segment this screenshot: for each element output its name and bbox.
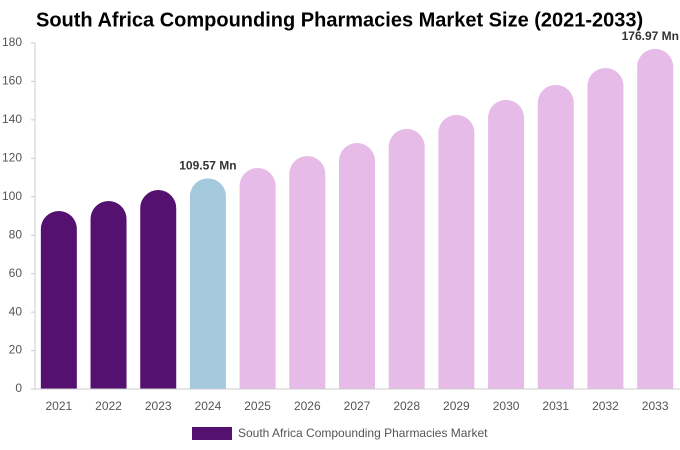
x-tick-label: 2028 bbox=[393, 399, 420, 413]
x-tick-label: 2021 bbox=[45, 399, 72, 413]
bar bbox=[438, 114, 475, 389]
bar bbox=[289, 156, 326, 389]
legend-label: South Africa Compounding Pharmacies Mark… bbox=[238, 426, 488, 440]
legend-swatch bbox=[192, 427, 232, 440]
y-tick-label: 40 bbox=[9, 304, 23, 318]
value-label: 109.57 Mn bbox=[179, 159, 236, 173]
y-tick-label: 100 bbox=[2, 189, 22, 203]
x-tick-label: 2029 bbox=[443, 399, 470, 413]
bar bbox=[388, 128, 425, 389]
y-tick-label: 80 bbox=[9, 227, 23, 241]
bar bbox=[189, 178, 226, 389]
y-tick-label: 120 bbox=[2, 151, 22, 165]
x-tick-label: 2026 bbox=[294, 399, 321, 413]
y-tick-label: 60 bbox=[9, 266, 23, 280]
y-tick-label: 180 bbox=[2, 35, 22, 49]
bar bbox=[488, 99, 525, 389]
x-tick-label: 2023 bbox=[145, 399, 172, 413]
x-tick-label: 2030 bbox=[493, 399, 520, 413]
y-tick-label: 0 bbox=[15, 381, 22, 395]
bar bbox=[90, 201, 127, 389]
x-tick-label: 2025 bbox=[244, 399, 271, 413]
bar bbox=[40, 211, 77, 389]
bar bbox=[587, 67, 624, 389]
x-tick-label: 2022 bbox=[95, 399, 122, 413]
bar bbox=[239, 167, 276, 389]
x-tick-label: 2033 bbox=[642, 399, 669, 413]
bar bbox=[537, 84, 574, 389]
y-tick-label: 160 bbox=[2, 74, 22, 88]
chart-title: South Africa Compounding Pharmacies Mark… bbox=[36, 9, 643, 31]
x-tick-label: 2032 bbox=[592, 399, 619, 413]
y-tick-label: 140 bbox=[2, 112, 22, 126]
value-label: 176.97 Mn bbox=[622, 29, 679, 43]
bar bbox=[339, 142, 375, 389]
y-tick-label: 20 bbox=[9, 343, 23, 357]
bar bbox=[140, 190, 177, 389]
x-tick-label: 2024 bbox=[195, 399, 222, 413]
x-tick-label: 2031 bbox=[542, 399, 569, 413]
bar bbox=[637, 48, 674, 389]
x-tick-label: 2027 bbox=[344, 399, 371, 413]
